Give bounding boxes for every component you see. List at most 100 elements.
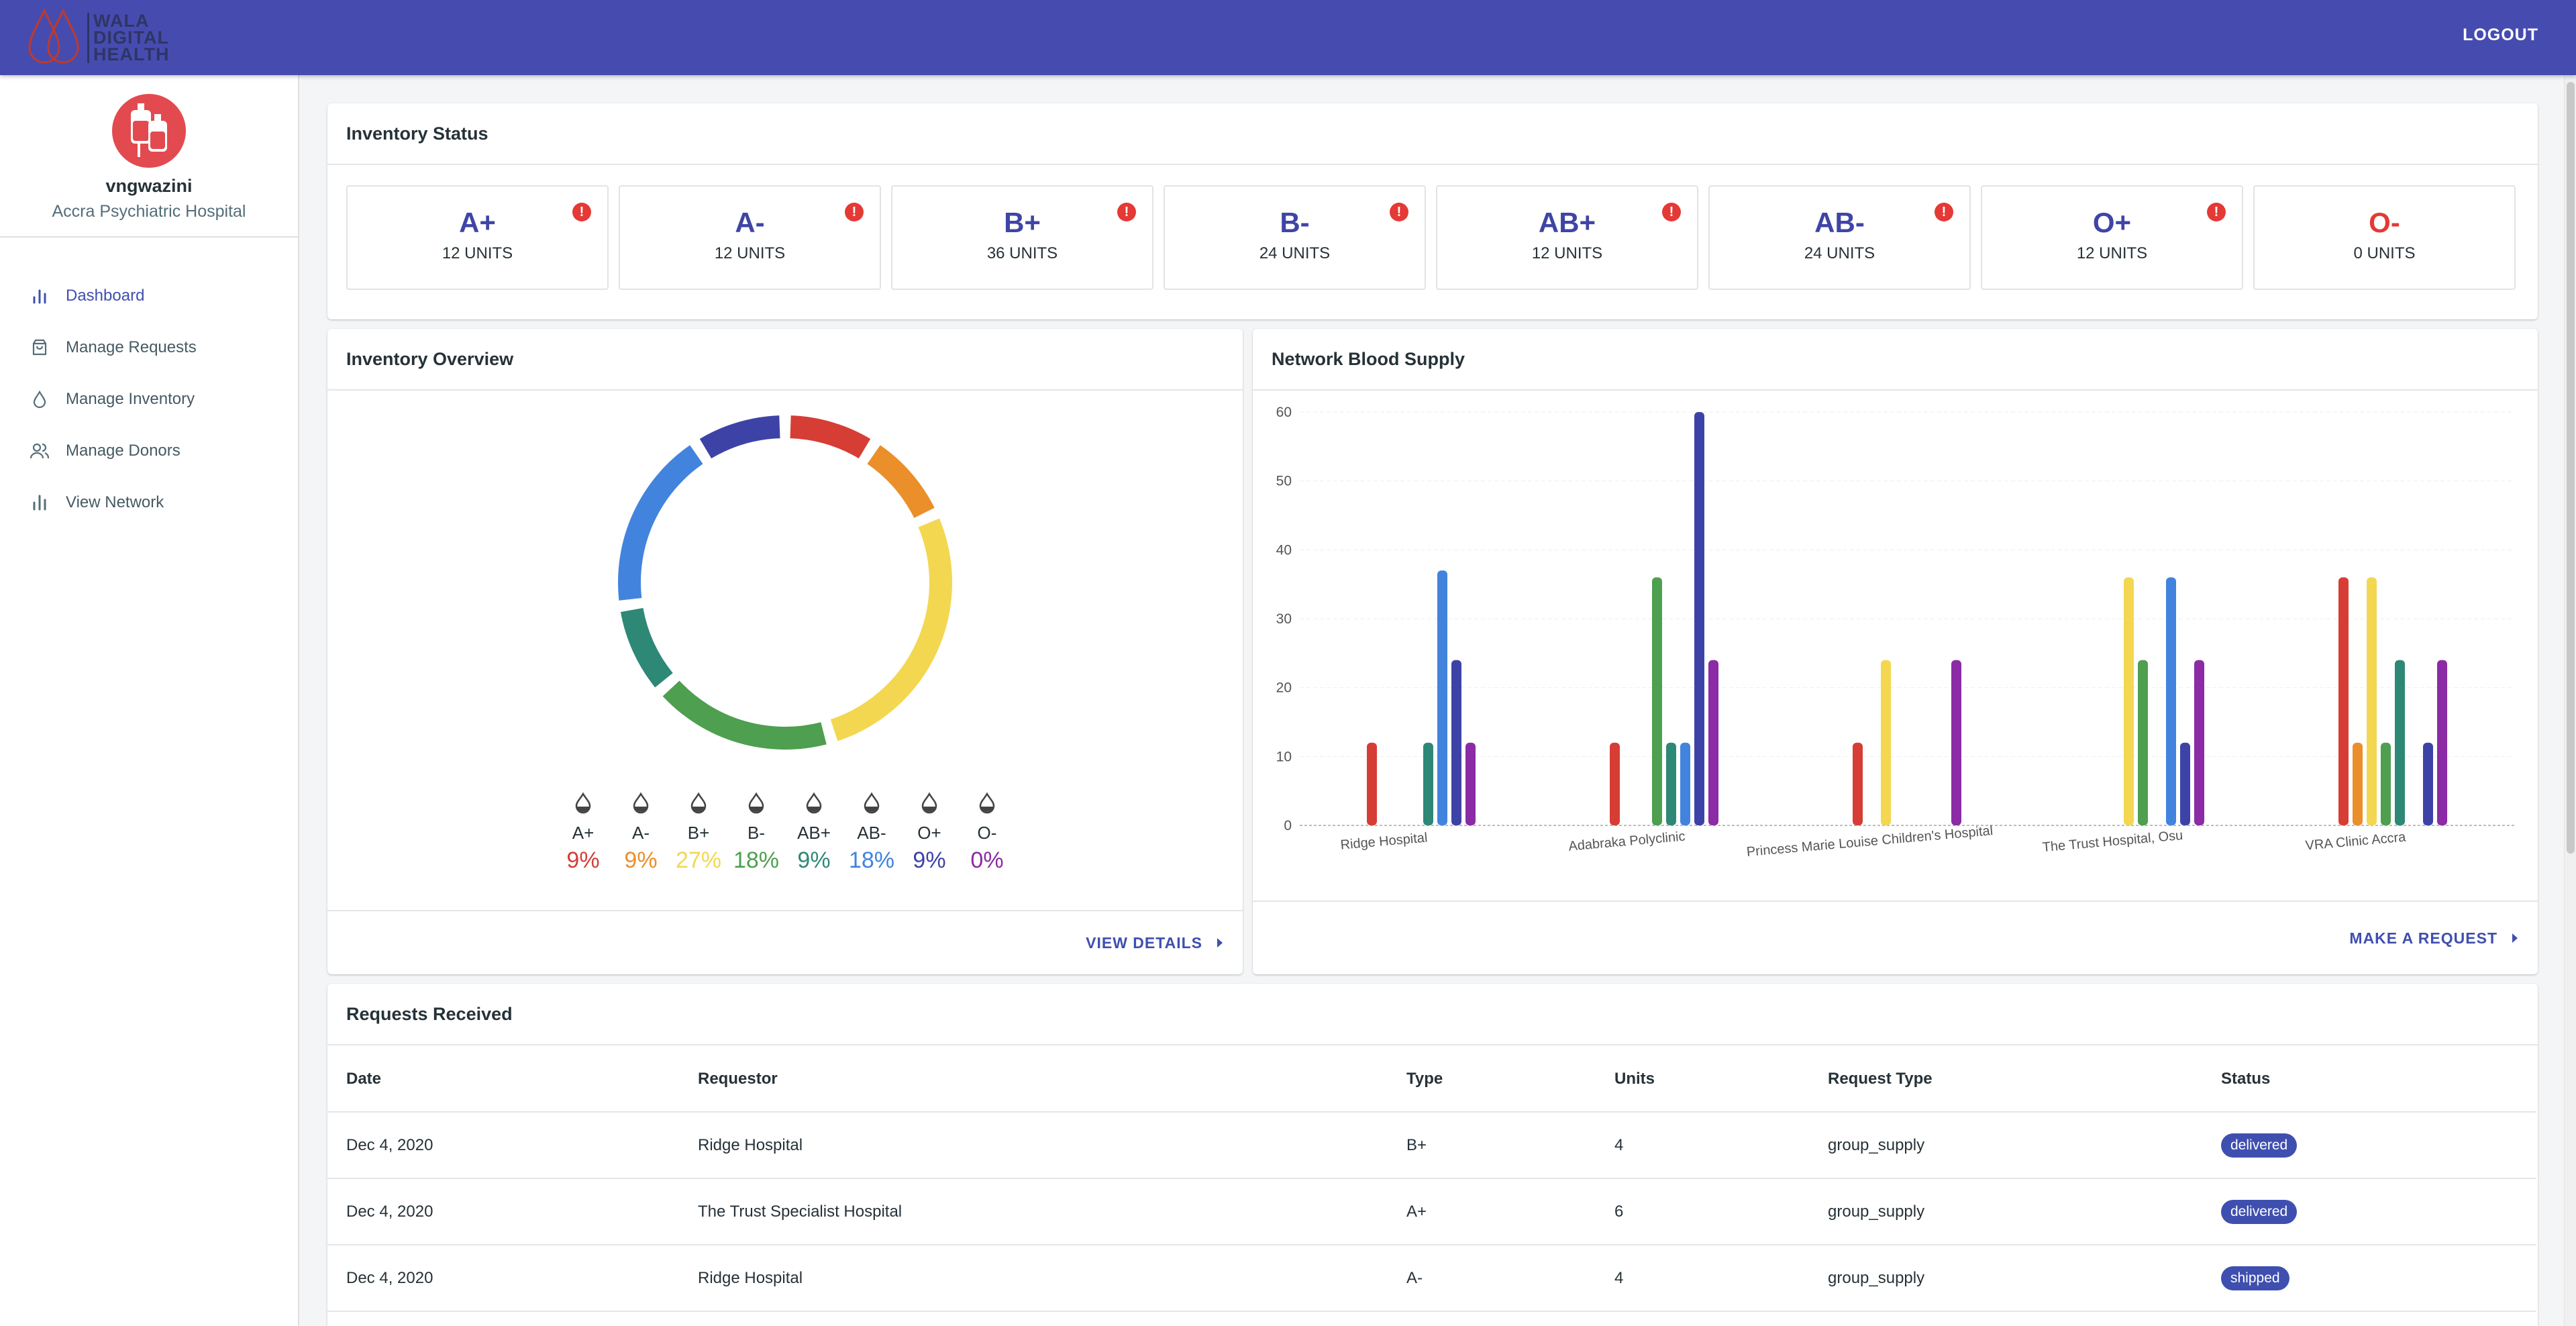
bar-A+-1[interactable] (1610, 742, 1620, 825)
column-header[interactable]: Units (1614, 1069, 1655, 1088)
column-header[interactable]: Type (1406, 1069, 1443, 1088)
bar-O+-0[interactable] (1451, 660, 1461, 825)
sidebar: vngwazini Accra Psychiatric Hospital Das… (0, 75, 299, 1326)
legend-label: A- (632, 823, 650, 843)
donut-slice-A+[interactable] (790, 415, 871, 459)
blood-drop-icon (979, 792, 995, 814)
status-box-ab-negpos[interactable]: AB+ 12 UNITS! (1436, 185, 1698, 290)
bar-O--1[interactable] (1708, 660, 1718, 825)
status-box-a-negpos[interactable]: A+ 12 UNITS! (346, 185, 609, 290)
status-box-o-negpos[interactable]: O+ 12 UNITS! (1981, 185, 2243, 290)
x-category-label: Adabraka Polyclinic (1568, 829, 1686, 854)
donut-slice-A-[interactable] (867, 445, 935, 519)
bar-O+-4[interactable] (2423, 742, 2433, 825)
bar-O--0[interactable] (1465, 742, 1476, 825)
bar-B+-2[interactable] (1881, 660, 1891, 825)
units-label: 12 UNITS (714, 244, 786, 262)
logout-button[interactable]: LOGOUT (2463, 26, 2538, 44)
legend-item-B-: B- 18% (727, 792, 785, 874)
bar-O+-1[interactable] (1694, 412, 1704, 825)
table-row[interactable]: Dec 4, 2020 Ridge Hospital A- 4 group_supply… (327, 1245, 2536, 1312)
network-supply-bar-chart: 0 10 20 30 40 50 60 Ridge Hospital Adabraka Poly… (1276, 405, 2514, 860)
column-header[interactable]: Status (2221, 1069, 2271, 1088)
blood-type-label: AB- (1814, 207, 1865, 238)
blood-drop-icon (690, 792, 707, 814)
bar-A+-0[interactable] (1367, 742, 1377, 825)
status-box-o-neg[interactable]: O- 0 UNITS (2253, 185, 2516, 290)
sidebar-item-view-network[interactable]: View Network (0, 476, 298, 528)
bar-B--4[interactable] (2381, 742, 2391, 825)
legend-percent: 0% (970, 848, 1004, 873)
card-title: Inventory Overview (327, 329, 1243, 391)
sidebar-item-label: Manage Requests (66, 338, 197, 356)
inventory-status-card: Inventory Status A+ 12 UNITS! A- 12 UNITS! B… (327, 103, 2538, 319)
table-header-row: Date Requestor Type Units Request Type Status (327, 1046, 2536, 1113)
bar-AB--1[interactable] (1680, 742, 1690, 825)
donut-slice-B+[interactable] (830, 518, 952, 742)
alert-icon: ! (845, 203, 864, 221)
sidebar-item-manage-requests[interactable]: Manage Requests (0, 321, 298, 373)
bar-AB+-4[interactable] (2395, 660, 2405, 825)
sidebar-item-manage-inventory[interactable]: Manage Inventory (0, 373, 298, 425)
blood-type-label: O- (2369, 207, 2400, 238)
donut-slice-AB-[interactable] (618, 445, 703, 601)
bar-O+-3[interactable] (2180, 742, 2190, 825)
column-header[interactable]: Date (346, 1069, 382, 1088)
legend-label: O- (977, 823, 997, 843)
donut-slice-O+[interactable] (699, 415, 780, 459)
table-row[interactable]: Dec 4, 2020 Ridge Hospital B+ 4 group_supply… (327, 1113, 2536, 1179)
bar-A--4[interactable] (2353, 742, 2363, 825)
status-box-b-neg[interactable]: B- 24 UNITS! (1164, 185, 1426, 290)
network-blood-supply-card: Network Blood Supply 0 10 20 30 40 50 60 Ridge … (1253, 329, 2538, 974)
bar-B--3[interactable] (2138, 660, 2148, 825)
make-request-button[interactable]: MAKE A REQUEST (2349, 929, 2518, 948)
bar-O--4[interactable] (2437, 660, 2447, 825)
status-box-b-negpos[interactable]: B+ 36 UNITS! (891, 185, 1153, 290)
units-label: 0 UNITS (2353, 244, 2416, 262)
units-label: 12 UNITS (1531, 244, 1603, 262)
table-cell: 4 (1614, 1135, 1624, 1154)
x-category-label: The Trust Hospital, Osu (2042, 828, 2183, 855)
table-cell: Dec 4, 2020 (346, 1202, 433, 1221)
units-label: 36 UNITS (986, 244, 1058, 262)
column-header[interactable]: Requestor (698, 1069, 778, 1088)
x-category-label: Princess Marie Louise Children's Hospita… (1746, 823, 1994, 860)
status-box-ab-neg[interactable]: AB- 24 UNITS! (1708, 185, 1971, 290)
page-scrollbar[interactable] (2564, 75, 2576, 1326)
bar-B+-3[interactable] (2124, 577, 2134, 825)
bar-B+-4[interactable] (2367, 577, 2377, 825)
wala-logo[interactable]: WALA DIGITAL HEALTH (24, 5, 192, 70)
blood-drop-icon (806, 792, 822, 814)
table-cell: group_supply (1828, 1268, 1925, 1287)
table-cell: Dec 4, 2020 (346, 1135, 433, 1154)
table-cell: Ridge Hospital (698, 1268, 803, 1287)
bar-AB--3[interactable] (2166, 577, 2176, 825)
scrollbar-thumb[interactable] (2567, 82, 2575, 854)
bar-AB+-1[interactable] (1666, 742, 1676, 825)
donut-slice-B-[interactable] (662, 680, 827, 750)
table-cell: delivered (2202, 1199, 2536, 1224)
view-details-button[interactable]: VIEW DETAILS (1086, 934, 1223, 952)
table-row[interactable]: Dec 4, 2020 The Trust Specialist Hospital… (327, 1179, 2536, 1245)
user-profile: vngwazini Accra Psychiatric Hospital (0, 75, 298, 238)
y-tick-label: 0 (1284, 818, 1292, 833)
alert-icon: ! (572, 203, 591, 221)
bar-O--3[interactable] (2194, 660, 2204, 825)
donut-slice-AB+[interactable] (620, 607, 673, 688)
bar-O--2[interactable] (1951, 660, 1961, 825)
sidebar-item-manage-donors[interactable]: Manage Donors (0, 425, 298, 476)
bar-A+-2[interactable] (1853, 742, 1863, 825)
card-title: Network Blood Supply (1253, 329, 2538, 391)
bar-chart-icon (28, 491, 51, 514)
bar-AB--0[interactable] (1437, 570, 1447, 825)
card-footer: MAKE A REQUEST (1253, 901, 2538, 974)
status-box-a-neg[interactable]: A- 12 UNITS! (619, 185, 881, 290)
sidebar-item-dashboard[interactable]: Dashboard (0, 270, 298, 321)
bar-AB+-0[interactable] (1423, 742, 1433, 825)
bar-B--1[interactable] (1652, 577, 1662, 825)
column-header[interactable]: Request Type (1828, 1069, 1933, 1088)
bar-A+-4[interactable] (2338, 577, 2349, 825)
legend-label: O+ (917, 823, 941, 843)
sidebar-item-label: Dashboard (66, 286, 145, 305)
hospital-name: Accra Psychiatric Hospital (52, 202, 246, 221)
